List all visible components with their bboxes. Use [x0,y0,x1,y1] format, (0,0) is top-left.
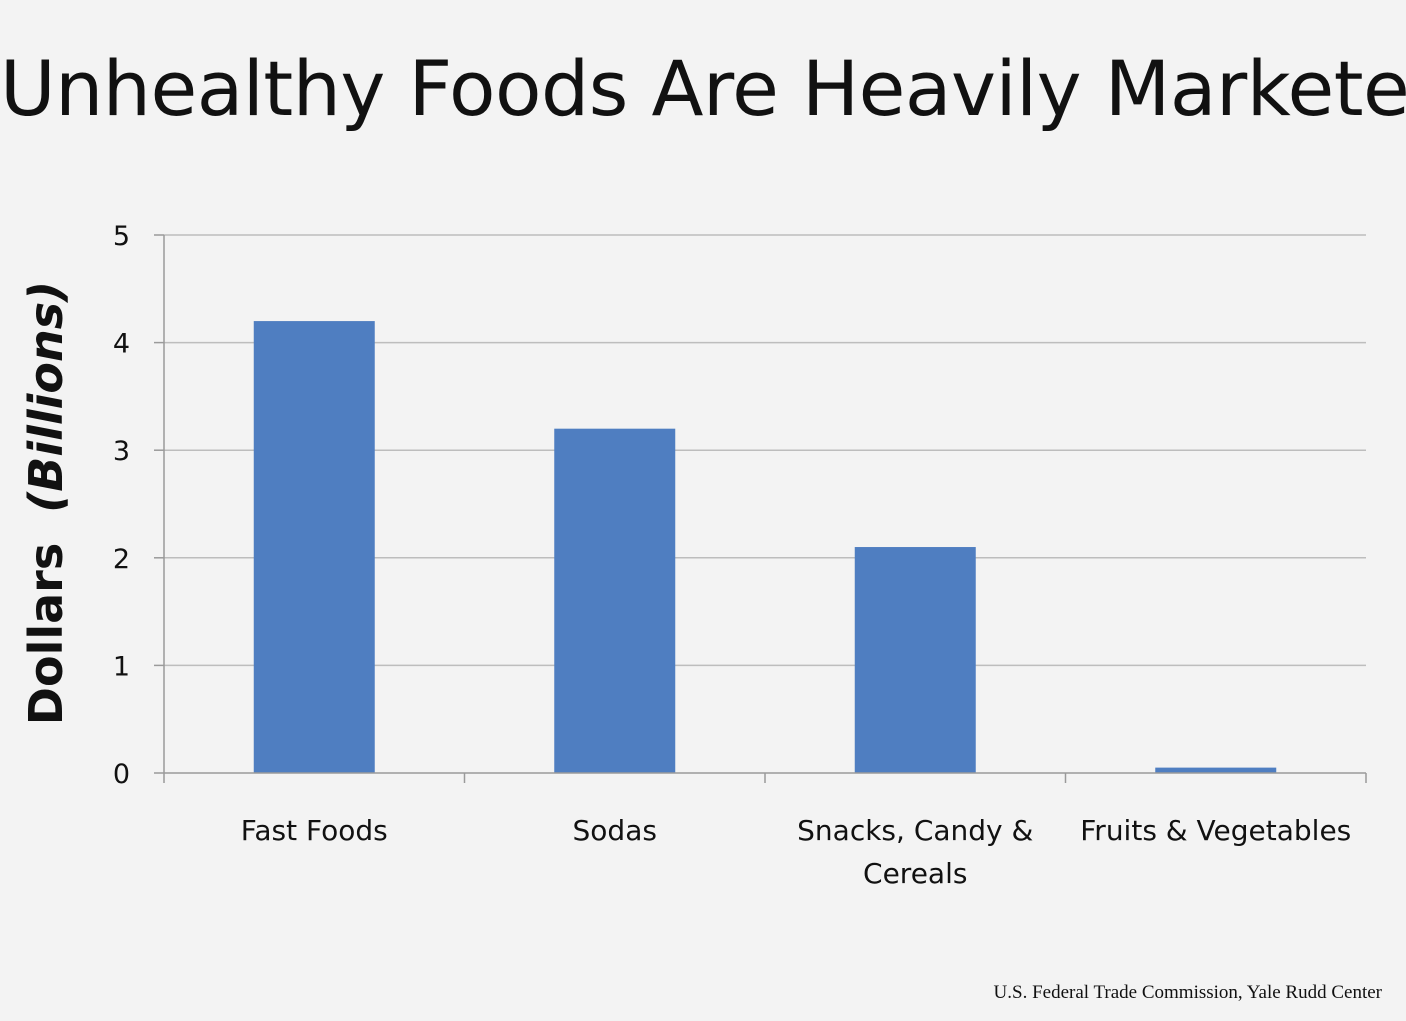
y-tick-label: 1 [113,651,130,682]
y-axis-title-unit: (Billions) [19,281,73,513]
y-tick-label: 5 [113,221,130,252]
x-category-label-line: Sodas [573,814,657,847]
x-category-label: Sodas [573,814,657,847]
source-citation: U.S. Federal Trade Commission, Yale Rudd… [993,982,1382,1003]
y-tick-label: 0 [113,759,130,790]
x-category-label-line: Cereals [863,857,967,890]
x-category-label: Fruits & Vegetables [1080,814,1351,847]
chart-title: Unhealthy Foods Are Heavily Marketed [0,44,1406,133]
y-tick-label: 3 [113,436,130,467]
y-tick-label: 4 [113,329,130,360]
x-category-label: Fast Foods [241,814,388,847]
axes [154,234,1367,783]
bars [253,321,1277,773]
x-category-label-line: Fast Foods [241,814,388,847]
x-category-label: Snacks, Candy & Cereals [797,814,1033,890]
bar [854,547,976,773]
bar [253,321,375,773]
axis-labels: 0 1 2 3 4 5 Fast Foods Sodas Snacks, Candy & Cere… [113,221,1351,890]
x-category-label-line: Snacks, Candy & [797,814,1033,847]
y-axis-title: Dollars (Billions) [19,281,73,725]
y-tick-label: 2 [113,544,130,575]
bar [1155,767,1277,773]
y-axis-title-main: Dollars [19,543,73,725]
bar [554,428,676,773]
x-category-label-line: Fruits & Vegetables [1080,814,1351,847]
